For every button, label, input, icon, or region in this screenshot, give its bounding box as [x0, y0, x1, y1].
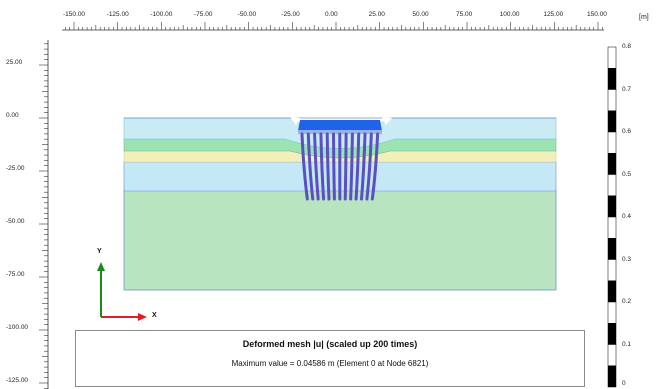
- legend-segment: [607, 89, 617, 111]
- legend-segment: [607, 68, 617, 90]
- x-tick-label: 100.00: [499, 11, 520, 18]
- x-tick-label: 0.00: [325, 11, 338, 18]
- pile[interactable]: [365, 132, 373, 201]
- pile[interactable]: [343, 132, 348, 201]
- pile[interactable]: [300, 132, 309, 201]
- unit-label: [m]: [639, 14, 649, 21]
- pile[interactable]: [354, 132, 361, 201]
- x-tick-label: -125.00: [106, 11, 129, 18]
- result-title: Deformed mesh |u| (scaled up 200 times): [242, 339, 418, 349]
- x-axis-arrowhead: [138, 313, 147, 321]
- legend-segment: [607, 323, 617, 345]
- legend-segment: [607, 46, 617, 69]
- legend-segment: [607, 259, 617, 281]
- pile[interactable]: [313, 132, 320, 201]
- axis-indicator: [97, 262, 147, 321]
- pile[interactable]: [306, 132, 315, 201]
- raft-base: [298, 130, 382, 134]
- legend-value: 0.8: [622, 43, 632, 50]
- y-tick-label: 25.00: [6, 59, 23, 66]
- legend-value: 0.2: [622, 298, 632, 305]
- soil-model[interactable]: [123, 117, 557, 291]
- excavation-edge-left: [290, 117, 300, 125]
- pile-group[interactable]: [300, 132, 380, 201]
- top-ruler-ticks: [64, 22, 603, 30]
- pile[interactable]: [325, 132, 331, 201]
- x-axis-label: X: [152, 312, 157, 319]
- x-tick-label: -75.00: [194, 11, 213, 18]
- x-tick-label: -150.00: [63, 11, 86, 18]
- maximum-value-text: Maximum value = 0.04586 m (Element 0 at …: [231, 359, 429, 368]
- x-tick-label: 150.00: [587, 11, 607, 18]
- x-tick-label: -25.00: [281, 11, 300, 18]
- legend-segment: [607, 174, 617, 196]
- legend-value: 0: [622, 380, 626, 387]
- excavation-edge-right: [382, 117, 392, 125]
- pile[interactable]: [332, 132, 336, 201]
- y-tick-label: -50.00: [6, 218, 25, 225]
- legend-segment: [607, 153, 617, 175]
- y-tick-label: -75.00: [6, 271, 25, 278]
- legend-value: 0.5: [622, 170, 632, 178]
- legend-segment: [607, 280, 617, 303]
- x-tick-label: 50.00: [412, 11, 429, 18]
- soil-layer-base[interactable]: [123, 189, 557, 291]
- legend-segment: [607, 301, 617, 324]
- pile[interactable]: [360, 132, 367, 201]
- legend-value: 0.3: [622, 255, 632, 263]
- x-tick-label: -100.00: [150, 11, 173, 18]
- left-ruler-ticks: [39, 43, 48, 389]
- y-tick-label: 0.00: [6, 112, 19, 119]
- legend-segment: [607, 110, 617, 133]
- pile-raft[interactable]: [298, 120, 382, 131]
- y-tick-label: -125.00: [6, 377, 29, 384]
- displacement-legend-bar: [607, 46, 617, 388]
- legend-segment: [607, 238, 617, 260]
- y-axis-arrowhead: [97, 262, 105, 271]
- legend-value: 0.1: [622, 340, 632, 348]
- pile[interactable]: [349, 132, 354, 201]
- legend-value: 0.6: [622, 128, 632, 135]
- x-tick-label: -50.00: [237, 11, 257, 18]
- y-tick-label: -100.00: [6, 324, 29, 331]
- x-tick-label: 25.00: [368, 11, 385, 18]
- legend-segment: [607, 216, 617, 239]
- legend-value: 0.7: [622, 85, 632, 93]
- result-info-box: Deformed mesh |u| (scaled up 200 times) …: [75, 330, 585, 387]
- y-axis-label: Y: [97, 248, 102, 255]
- legend-segment: [607, 195, 617, 218]
- x-tick-label: 75.00: [456, 11, 473, 18]
- legend-segment: [607, 365, 617, 388]
- pile[interactable]: [370, 132, 380, 201]
- legend-segment: [607, 131, 617, 154]
- legend-value: 0.4: [622, 213, 632, 220]
- x-tick-label: 125.00: [543, 11, 564, 18]
- y-tick-label: -25.00: [6, 165, 25, 172]
- pile[interactable]: [319, 132, 326, 201]
- legend-segment: [607, 344, 617, 366]
